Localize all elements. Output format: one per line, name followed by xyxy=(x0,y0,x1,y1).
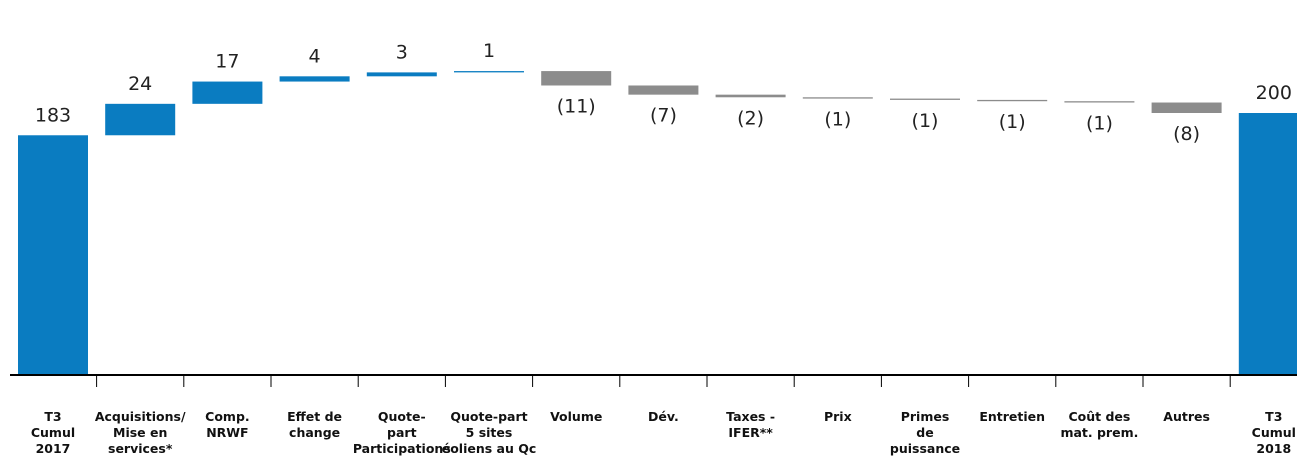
value-label-10: (1) xyxy=(912,110,939,132)
value-label-12: (1) xyxy=(1086,113,1113,135)
category-label-0: T3 Cumul 2017 xyxy=(31,409,75,456)
value-label-9: (1) xyxy=(824,109,851,131)
bar-4 xyxy=(366,72,437,77)
category-label-12: Coût des mat. prem. xyxy=(1060,409,1138,440)
category-label-4: Quote-part Participations xyxy=(353,409,451,456)
category-label-6: Volume xyxy=(550,409,602,424)
bar-5 xyxy=(454,71,524,73)
value-label-7: (7) xyxy=(650,105,677,127)
value-labels-group: 183 24 17 4 3 1 (11) (7) (2) (1) (1) (1) (1) (8) 200 xyxy=(35,40,1292,145)
bar-11 xyxy=(977,99,1048,102)
bar-14 xyxy=(1238,113,1297,375)
value-label-13: (8) xyxy=(1173,123,1200,145)
bar-6 xyxy=(541,71,612,86)
bars-group xyxy=(18,71,1297,375)
category-label-8: Taxes -IFER** xyxy=(726,409,775,440)
bar-0 xyxy=(18,135,88,375)
bar-8 xyxy=(715,94,786,98)
bar-2 xyxy=(192,81,263,104)
value-label-14: 200 xyxy=(1256,82,1292,104)
bar-12 xyxy=(1064,101,1135,103)
value-label-5: 1 xyxy=(483,40,495,62)
bar-9 xyxy=(802,97,873,99)
category-label-9: Prix xyxy=(824,409,852,424)
category-label-10: Primes de puissance xyxy=(890,409,960,456)
bar-10 xyxy=(890,98,960,100)
bar-13 xyxy=(1151,102,1222,113)
bar-3 xyxy=(279,76,350,82)
category-labels-group: T3 Cumul 2017 Acquisitions/Mise en services*… xyxy=(31,409,1296,456)
x-axis-ticks xyxy=(96,375,1231,387)
category-label-11: Entretien xyxy=(979,409,1045,424)
category-label-2: Comp. NRWF xyxy=(205,409,249,440)
value-label-6: (11) xyxy=(557,95,596,117)
value-label-0: 183 xyxy=(35,104,71,126)
value-label-11: (1) xyxy=(999,111,1026,133)
category-label-5: Quote-part 5 sites éoliens au Qc xyxy=(442,409,537,456)
value-label-4: 3 xyxy=(396,41,408,63)
value-label-2: 17 xyxy=(215,51,239,73)
bar-7 xyxy=(628,85,699,95)
value-label-1: 24 xyxy=(128,73,152,95)
category-label-3: Effet de change xyxy=(287,409,342,440)
category-label-13: Autres xyxy=(1163,409,1210,424)
value-label-8: (2) xyxy=(737,107,764,129)
value-label-3: 4 xyxy=(309,45,321,67)
bar-1 xyxy=(105,103,176,136)
category-label-14: T3 Cumul 2018 xyxy=(1252,409,1296,456)
category-label-1: Acquisitions/Mise en services* xyxy=(95,409,186,456)
category-label-7: Dév. xyxy=(648,409,679,424)
